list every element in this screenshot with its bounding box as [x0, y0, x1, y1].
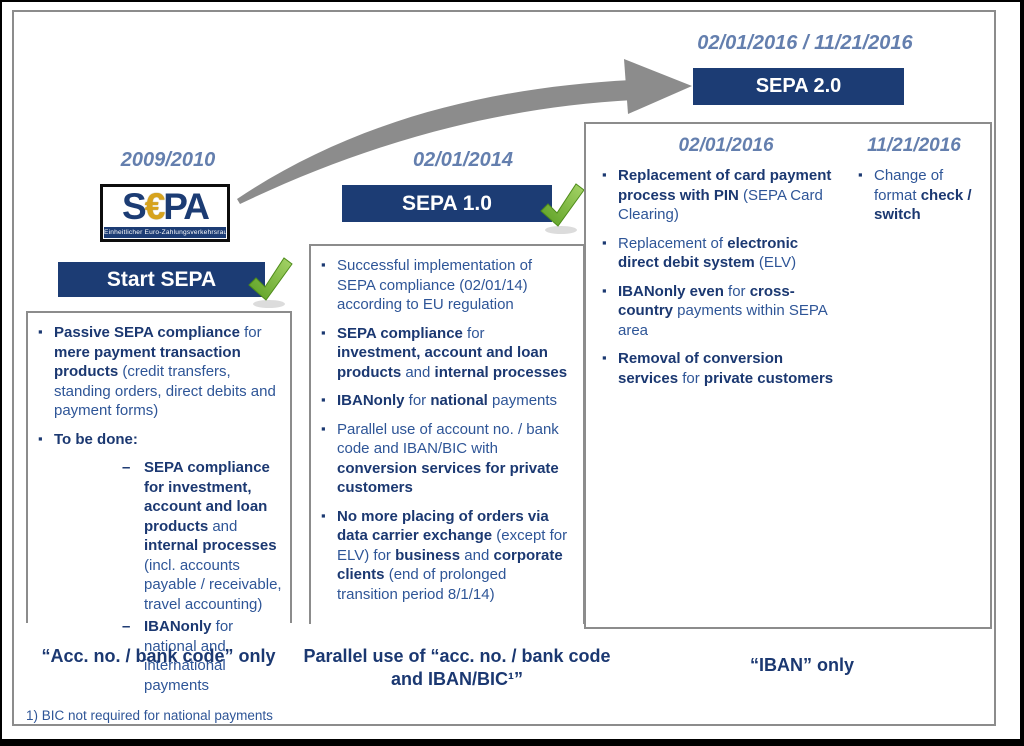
- bullet-item: ▪ IBANonly for national payments: [315, 391, 571, 411]
- phase3-panel: 02/01/2016 11/21/2016 ▪ Replacement of ca…: [584, 122, 992, 629]
- square-bullet-icon: ▪: [38, 430, 43, 446]
- curved-arrow-icon: [237, 59, 692, 204]
- bullet-text: Passive SEPA compliance for mere payment…: [54, 324, 276, 419]
- square-bullet-icon: ▪: [602, 167, 607, 182]
- bullet-text: Replacement of electronic direct debit s…: [618, 234, 799, 272]
- bullet-item: ▪ Replacement of electronic direct debit …: [596, 234, 836, 273]
- square-bullet-icon: ▪: [602, 282, 607, 298]
- dash-bullet-icon: –: [122, 459, 131, 476]
- bullet-text: Successful implementation of SEPA compli…: [337, 257, 533, 313]
- bullet-text: Parallel use of account no. / bank code …: [337, 420, 559, 497]
- phase3-summary: “IBAN” only: [749, 655, 854, 675]
- bullet-item: – IBANonly for national and international…: [32, 617, 288, 695]
- bullet-item: ▪ SEPA compliance for investment, account…: [315, 324, 571, 383]
- square-bullet-icon: ▪: [321, 392, 326, 407]
- logo-subtitle: Einheitlicher Euro-Zahlungsverkehrsraum: [104, 227, 226, 238]
- check-icon: [248, 257, 293, 308]
- square-bullet-icon: ▪: [602, 234, 607, 250]
- sepa-logo: S€PA Einheitlicher Euro-Zahlungsverkehrs…: [100, 184, 230, 242]
- bullet-text: IBANonly for national payments: [337, 392, 558, 409]
- bullet-item: ▪ Passive SEPA compliance for mere paymen…: [32, 323, 288, 421]
- square-bullet-icon: ▪: [858, 167, 863, 182]
- square-bullet-icon: ▪: [602, 350, 607, 365]
- bullet-item: ▪ To be done:: [32, 430, 288, 450]
- bullet-text: SEPA compliance for investment, account …: [337, 324, 568, 381]
- slide-frame: [12, 10, 996, 726]
- bullet-text: No more placing of orders via data carri…: [337, 507, 568, 603]
- sepa-logo-word: S€PA: [103, 185, 227, 229]
- bullet-item: – SEPA compliance for investment, account…: [32, 458, 288, 614]
- sepa10-banner: SEPA 1.0: [342, 185, 552, 222]
- logo-letter-s: S: [122, 186, 147, 227]
- phase2-summary: Parallel use of “acc. no. / bank code an…: [303, 646, 611, 689]
- sepa20-banner: SEPA 2.0: [693, 68, 904, 105]
- phase1-date: 2009/2010: [120, 149, 216, 171]
- check-icon: [540, 183, 585, 234]
- bullet-item: ▪ Successful implementation of SEPA compl…: [315, 256, 571, 315]
- start-sepa-banner: Start SEPA: [58, 262, 265, 297]
- bullet-text: To be done:: [54, 430, 138, 448]
- sepa20-dates: 02/01/2016 / 11/21/2016: [697, 32, 913, 54]
- phase3-date-b: 11/21/2016: [867, 135, 961, 156]
- bullet-item: ▪ IBANonly even for cross-country payment…: [596, 282, 836, 341]
- bullet-text: Replacement of card payment process with…: [618, 167, 832, 223]
- bullet-text: SEPA compliance for investment, account …: [144, 459, 282, 613]
- square-bullet-icon: ▪: [321, 257, 326, 272]
- square-bullet-icon: ▪: [38, 324, 43, 339]
- phase2-date: 02/01/2014: [412, 149, 514, 171]
- square-bullet-icon: ▪: [321, 420, 326, 436]
- phase3-col-a: ▪ Replacement of card payment process wit…: [596, 166, 836, 397]
- bullet-text: Removal of conversion services for priva…: [618, 350, 834, 387]
- phase2-panel: ▪ Successful implementation of SEPA compl…: [309, 244, 585, 624]
- bullet-text: IBANonly even for cross-country payments…: [618, 282, 827, 339]
- phase3-date-a: 02/01/2016: [678, 135, 774, 156]
- bullet-item: ▪ Replacement of card payment process wit…: [596, 166, 836, 225]
- square-bullet-icon: ▪: [321, 324, 326, 340]
- bullet-text: Change of format check / switch: [874, 167, 972, 223]
- footnote: 1) BIC not required for national payment…: [26, 708, 273, 723]
- phase3-col-b: ▪ Change of format check / switch: [852, 166, 988, 234]
- bullet-item: ▪ Change of format check / switch: [852, 166, 988, 225]
- phase1-summary: “Acc. no. / bank code” only: [41, 646, 276, 666]
- bullet-text: IBANonly for national and international …: [144, 618, 234, 694]
- bullet-item: ▪ Parallel use of account no. / bank code…: [315, 420, 571, 498]
- bullet-item: ▪ Removal of conversion services for priv…: [596, 349, 836, 388]
- square-bullet-icon: ▪: [321, 507, 326, 523]
- bullet-item: ▪ No more placing of orders via data carr…: [315, 507, 571, 605]
- dash-bullet-icon: –: [122, 618, 131, 635]
- logo-letters-pa: PA: [163, 186, 210, 227]
- logo-euro-icon: €: [144, 186, 166, 227]
- phase1-panel: ▪ Passive SEPA compliance for mere paymen…: [26, 311, 292, 694]
